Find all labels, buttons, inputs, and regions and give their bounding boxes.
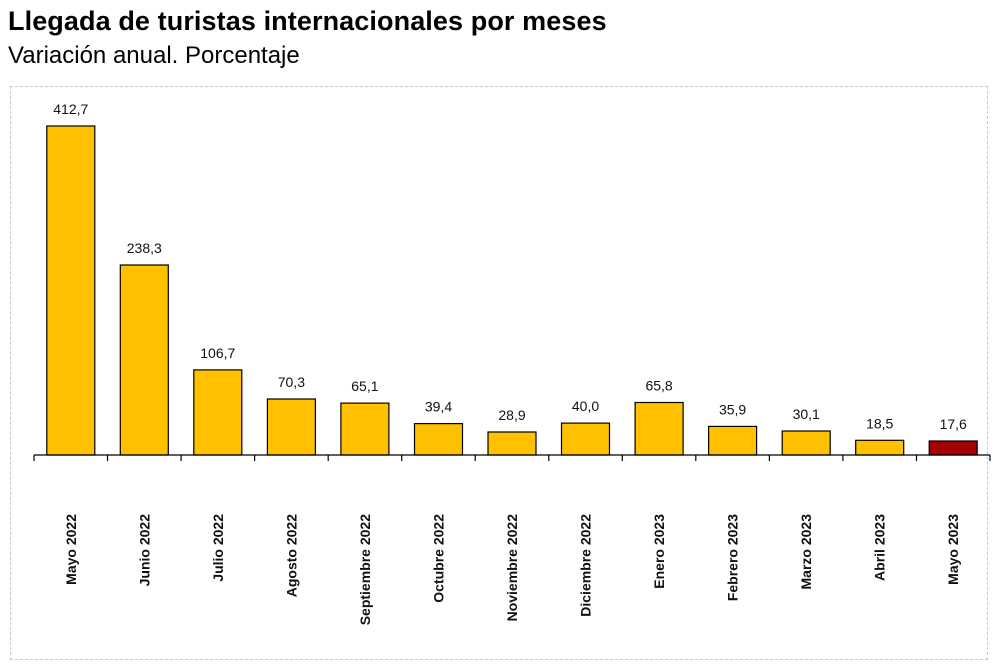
- category-label: Septiembre 2022: [357, 514, 373, 625]
- bar: [487, 431, 537, 456]
- category-label: Junio 2022: [136, 514, 152, 587]
- data-label: 238,3: [127, 240, 162, 256]
- data-label: 30,1: [793, 406, 820, 422]
- data-label: 65,1: [351, 378, 378, 394]
- category-label: Mayo 2022: [63, 514, 79, 585]
- bar: [560, 422, 611, 456]
- bar: [119, 264, 169, 456]
- bar: [634, 401, 684, 456]
- category-label: Diciembre 2022: [578, 514, 594, 617]
- category-label: Julio 2022: [210, 514, 226, 582]
- data-label: 39,4: [425, 399, 452, 415]
- category-label: Enero 2023: [651, 514, 667, 589]
- category-label: Octubre 2022: [431, 514, 447, 603]
- bar: [193, 369, 243, 456]
- data-label: 70,3: [278, 374, 305, 390]
- category-label: Mayo 2023: [945, 514, 961, 585]
- data-label: 28,9: [498, 407, 525, 423]
- bar: [781, 430, 831, 456]
- chart-title: Llegada de turistas internacionales por …: [8, 6, 607, 36]
- bar: [413, 423, 464, 456]
- data-label: 106,7: [200, 345, 235, 361]
- data-label: 18,5: [866, 415, 893, 431]
- bar: [928, 440, 978, 456]
- data-label: 412,7: [53, 101, 88, 117]
- data-label: 40,0: [572, 398, 599, 414]
- category-label: Abril 2023: [872, 514, 888, 581]
- bar: [266, 398, 316, 456]
- chart-subtitle: Variación anual. Porcentaje: [8, 42, 300, 69]
- data-label: 35,9: [719, 401, 746, 417]
- bar: [855, 439, 905, 456]
- category-label: Agosto 2022: [283, 514, 299, 597]
- category-label: Marzo 2023: [798, 514, 814, 590]
- bar: [46, 125, 96, 456]
- data-label: 17,6: [940, 416, 967, 432]
- chart-frame: [10, 86, 988, 660]
- category-label: Febrero 2023: [725, 514, 741, 601]
- bar: [707, 425, 758, 456]
- bar: [340, 402, 390, 456]
- category-label: Noviembre 2022: [504, 514, 520, 622]
- data-label: 65,8: [645, 378, 672, 394]
